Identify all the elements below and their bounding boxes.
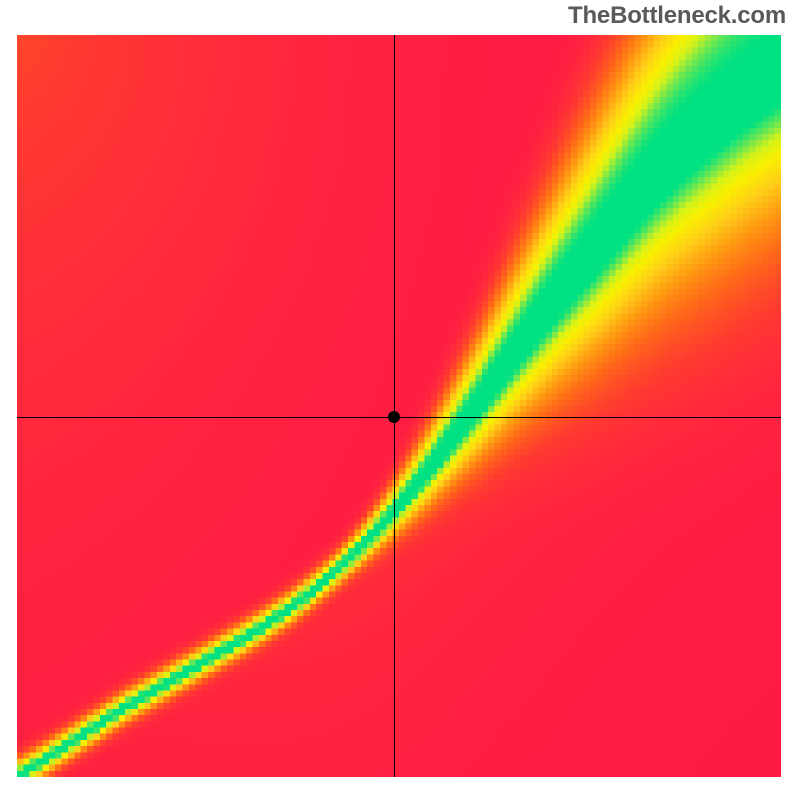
crosshair-marker-dot [388,411,400,423]
bottleneck-heatmap [17,35,781,777]
watermark-text: TheBottleneck.com [568,2,786,30]
crosshair-vertical [394,35,395,777]
